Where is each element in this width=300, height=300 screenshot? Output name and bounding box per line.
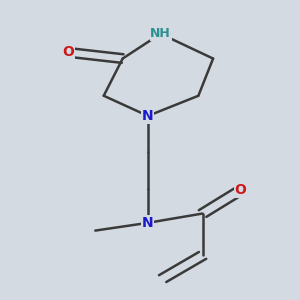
Text: N: N xyxy=(142,109,154,123)
Text: NH: NH xyxy=(150,27,171,40)
Text: N: N xyxy=(142,216,154,230)
Text: O: O xyxy=(62,45,74,59)
Text: O: O xyxy=(235,183,246,197)
